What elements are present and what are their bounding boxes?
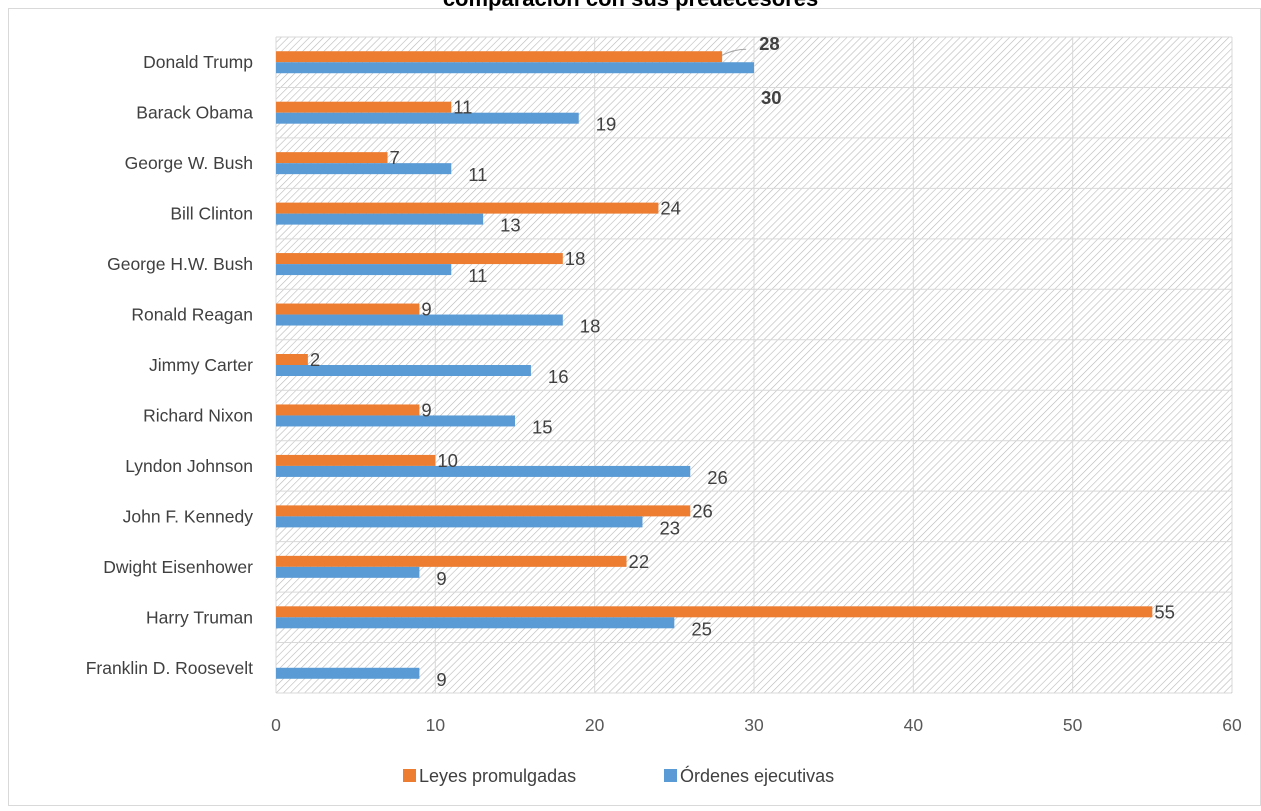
data-label-ordenes: 30 [761,87,782,108]
category-label: Franklin D. Roosevelt [86,658,253,678]
data-label-ordenes: 11 [468,265,487,286]
data-label-ordenes: 9 [436,669,446,690]
category-labels: Donald Trump Barack Obama George W. Bush Bi… [86,52,254,678]
x-tick-label: 30 [744,715,764,735]
category-label: Jimmy Carter [149,355,253,375]
x-tick-label: 20 [585,715,605,735]
data-label-leyes: 26 [692,500,713,521]
bars [276,51,1153,679]
bar-leyes-promulgadas [276,454,436,466]
gridlines [275,36,1233,694]
data-label-ordenes: 23 [659,517,680,538]
data-label-ordenes: 16 [548,366,569,387]
data-label-ordenes: 11 [468,164,487,185]
bar-ordenes-ejecutivas [276,213,484,225]
data-label-ordenes: 15 [532,416,553,437]
data-label-leyes: 9 [421,299,431,320]
legend-swatch-ordenes [664,769,677,782]
bar-leyes-promulgadas [276,606,1153,618]
category-label: Lyndon Johnson [125,456,253,476]
data-label-leyes: 7 [390,147,400,168]
category-label: Harry Truman [146,607,253,627]
bar-leyes-promulgadas [276,354,308,365]
data-label-ordenes: 13 [500,215,521,236]
bar-ordenes-ejecutivas [276,365,531,376]
chart-title: comparación con sus predecesores [0,0,1261,12]
data-label-leyes: 9 [421,399,431,420]
data-label-leyes: 2 [310,349,320,370]
data-label-leyes: 22 [629,551,650,572]
x-tick-label: 40 [904,715,924,735]
bar-leyes-promulgadas [276,303,420,315]
leader-line [721,48,747,56]
bar-leyes-promulgadas [276,505,691,517]
category-label: Ronald Reagan [131,305,253,325]
data-label-leyes: 24 [660,198,681,219]
legend-swatch-leyes [403,769,416,782]
category-label: Bill Clinton [170,204,253,224]
x-tick-labels: 0 10 20 30 40 50 60 [271,715,1242,735]
data-label-leyes: 11 [453,97,472,118]
category-label: George H.W. Bush [107,254,253,274]
bar-ordenes-ejecutivas [276,617,675,629]
data-label-ordenes: 9 [436,568,446,589]
category-label: Barack Obama [136,103,253,123]
data-label-ordenes: 26 [707,467,728,488]
bar-leyes-promulgadas [276,404,420,416]
bar-ordenes-ejecutivas [276,112,579,124]
bar-ordenes-ejecutivas [276,667,420,679]
x-tick-label: 10 [426,715,446,735]
category-label: John F. Kennedy [123,506,254,526]
data-label-ordenes: 19 [596,114,617,135]
category-label: Dwight Eisenhower [103,557,253,577]
bar-ordenes-ejecutivas [276,566,420,578]
bar-leyes-promulgadas [276,152,388,164]
bar-leyes-promulgadas [276,555,627,567]
bar-ordenes-ejecutivas [276,516,643,528]
category-label: George W. Bush [125,153,253,173]
category-label: Donald Trump [143,52,253,72]
category-label: Richard Nixon [143,405,253,425]
bar-leyes-promulgadas [276,101,452,113]
legend-label-leyes: Leyes promulgadas [419,766,576,786]
data-label-leyes: 28 [759,33,780,54]
legend: Leyes promulgadas Órdenes ejecutivas [403,765,834,786]
bar-ordenes-ejecutivas [276,415,515,427]
x-tick-label: 0 [271,715,281,735]
bar-leyes-promulgadas [276,253,563,265]
bar-leyes-promulgadas [276,202,659,214]
data-label-ordenes: 25 [691,618,712,639]
bar-ordenes-ejecutivas [276,314,563,326]
bar-ordenes-ejecutivas [276,264,452,276]
bar-leyes-promulgadas [276,51,723,63]
data-labels: 28 30 11 19 7 11 24 13 18 11 9 18 2 16 9 15 10 26 26 23 22 9 5… [310,33,1175,690]
legend-label-ordenes: Órdenes ejecutivas [680,765,834,786]
x-tick-label: 50 [1063,715,1083,735]
data-label-leyes: 55 [1154,601,1175,622]
bar-ordenes-ejecutivas [276,62,754,74]
x-tick-label: 60 [1222,715,1242,735]
data-label-leyes: 18 [565,248,586,269]
bar-ordenes-ejecutivas [276,163,452,175]
data-label-leyes: 10 [437,450,458,471]
data-label-ordenes: 18 [580,316,601,337]
bar-ordenes-ejecutivas [276,465,691,477]
